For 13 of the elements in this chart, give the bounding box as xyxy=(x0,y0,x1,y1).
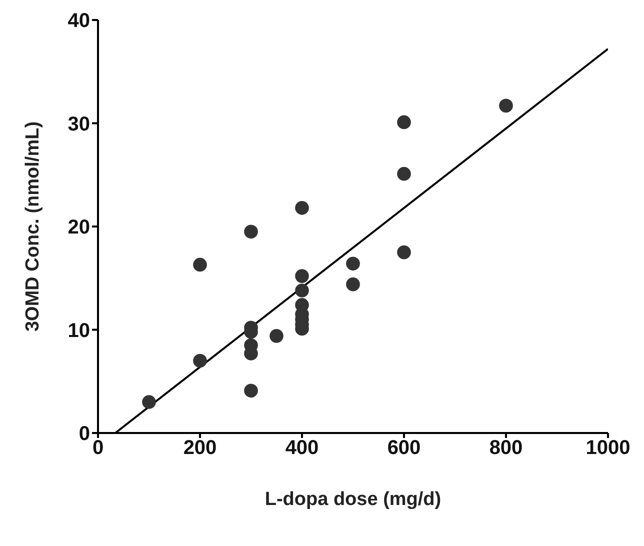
x-tick-label: 0 xyxy=(92,437,104,460)
x-tick-label: 1000 xyxy=(586,437,630,460)
y-tick-label: 0 xyxy=(78,423,90,446)
y-tick-label: 20 xyxy=(68,216,90,239)
x-tick-label: 800 xyxy=(489,437,523,460)
y-tick-label: 30 xyxy=(68,113,90,136)
x-tick-label: 400 xyxy=(285,437,319,460)
y-axis-title: 3OMD Conc. (nmol/mL) xyxy=(22,121,44,332)
y-tick-label: 10 xyxy=(68,320,90,342)
x-tick-label: 600 xyxy=(387,437,421,460)
y-tick-label: 40 xyxy=(68,10,90,32)
x-axis-title: L-dopa dose (mg/d) xyxy=(264,489,442,510)
x-tick-label: 200 xyxy=(183,437,217,460)
